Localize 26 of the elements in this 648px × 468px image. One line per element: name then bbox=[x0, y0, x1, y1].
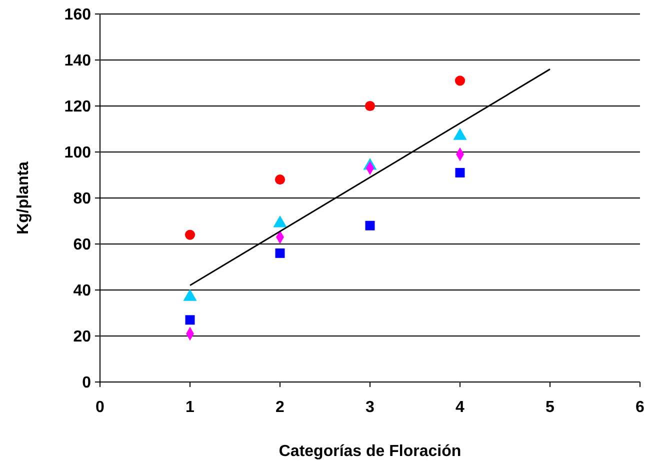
point bbox=[185, 315, 195, 325]
x-tick-label: 5 bbox=[546, 399, 555, 416]
point bbox=[364, 100, 376, 112]
y-tick-label: 100 bbox=[64, 144, 92, 162]
y-tick-label: 80 bbox=[73, 190, 92, 208]
y-tick-label: 20 bbox=[73, 328, 92, 346]
point bbox=[274, 174, 286, 185]
y-tick-label: 40 bbox=[73, 282, 92, 300]
x-axis-title: Categorías de Floración bbox=[278, 443, 462, 460]
point bbox=[455, 168, 465, 178]
x-tick-label: 6 bbox=[636, 399, 645, 416]
x-tick-label: 2 bbox=[276, 399, 285, 416]
y-tick-label: 120 bbox=[64, 98, 92, 116]
y-tick-label: 140 bbox=[64, 52, 92, 70]
y-tick-label: 0 bbox=[82, 374, 92, 392]
point bbox=[184, 230, 196, 240]
x-tick-label: 4 bbox=[456, 399, 465, 416]
x-tick-label: 3 bbox=[366, 399, 375, 416]
point bbox=[275, 248, 285, 258]
y-axis-title: Kg/planta bbox=[15, 161, 32, 234]
y-tick-label: 60 bbox=[73, 236, 92, 254]
point bbox=[365, 220, 375, 230]
y-tick-label: 160 bbox=[64, 6, 92, 24]
x-tick-label: 0 bbox=[96, 399, 105, 416]
x-tick-label: 1 bbox=[186, 399, 195, 416]
point bbox=[454, 76, 466, 86]
